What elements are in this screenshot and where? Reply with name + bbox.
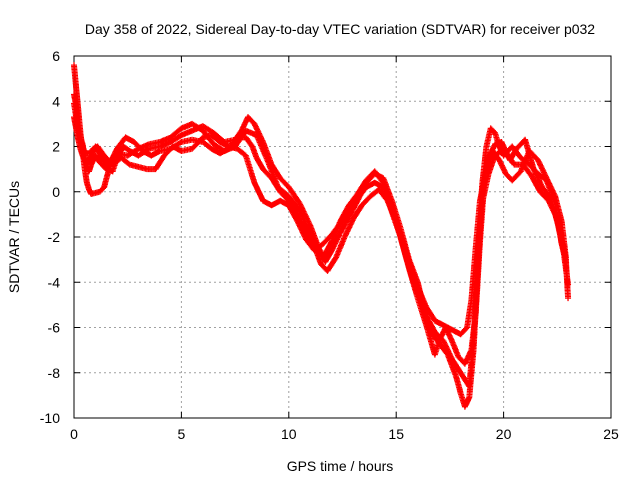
- y-tick-label: -2: [48, 229, 61, 245]
- x-tick-label: 15: [388, 426, 404, 442]
- y-tick-label: 6: [52, 48, 60, 64]
- x-tick-label: 5: [178, 426, 186, 442]
- series-track-4: [71, 100, 572, 367]
- y-tick-label: -10: [40, 410, 60, 426]
- chart-title: Day 358 of 2022, Sidereal Day-to-day VTE…: [85, 21, 595, 37]
- series-track-1: [71, 62, 569, 410]
- y-tick-label: -8: [48, 365, 61, 381]
- y-tick-label: 4: [52, 93, 60, 109]
- x-tick-label: 10: [281, 426, 297, 442]
- x-tick-label: 0: [70, 426, 78, 442]
- data-points-track-4: [71, 100, 572, 367]
- y-axis-label: SDTVAR / TECUs: [6, 181, 22, 293]
- y-tick-label: 2: [52, 139, 60, 155]
- x-tick-label: 25: [603, 426, 619, 442]
- data-points-track-1: [71, 62, 569, 410]
- y-tick-label: 0: [52, 184, 60, 200]
- x-axis-label: GPS time / hours: [287, 458, 394, 474]
- axis-ticks: 0 5 10 15 20 25 -10 -8 -6 -4 -2 0 2 4 6: [40, 48, 619, 442]
- y-tick-label: -6: [48, 320, 61, 336]
- y-tick-label: -4: [48, 274, 61, 290]
- x-tick-label: 20: [496, 426, 512, 442]
- data-series: [71, 62, 572, 410]
- grid-lines: [74, 56, 611, 418]
